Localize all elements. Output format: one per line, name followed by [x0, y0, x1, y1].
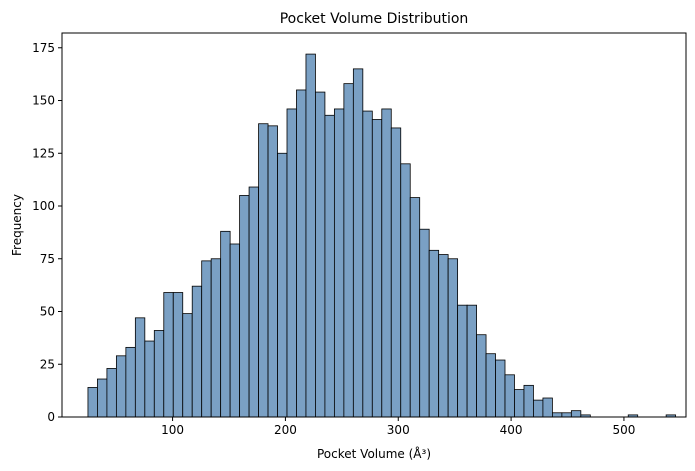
bars-group [87, 53, 677, 418]
y-axis-ticks: 0 25 50 75 100 125 150 175 [32, 41, 62, 424]
histogram-bar [296, 89, 307, 418]
histogram-bar [87, 387, 98, 418]
histogram-bar [267, 125, 278, 418]
y-tick-label: 0 [47, 410, 55, 424]
histogram-bar [371, 119, 383, 418]
histogram-bar [220, 230, 231, 418]
histogram-bar [229, 243, 241, 418]
histogram-bar [438, 254, 449, 418]
x-tick-label: 100 [161, 423, 184, 437]
histogram-bar [514, 389, 525, 418]
histogram-bar [97, 378, 108, 418]
histogram-bar [277, 152, 288, 418]
histogram-bar [428, 249, 440, 418]
histogram-bar [561, 412, 572, 418]
histogram-bar [286, 108, 297, 418]
histogram-bar [447, 258, 459, 418]
chart-title: Pocket Volume Distribution [280, 11, 469, 27]
histogram-bar [542, 397, 553, 418]
histogram-bar [523, 384, 534, 418]
histogram-bar [153, 330, 165, 418]
histogram-bar [182, 313, 193, 418]
histogram-bar [134, 317, 146, 418]
histogram-bar [115, 355, 127, 418]
histogram-bar [419, 228, 430, 418]
histogram-bar [324, 114, 335, 418]
histogram-bar [533, 399, 544, 418]
histogram-bar [551, 412, 563, 418]
y-tick-label: 25 [40, 357, 55, 371]
y-tick-label: 125 [32, 146, 55, 160]
x-axis-label: Pocket Volume (Å³) [317, 446, 431, 461]
y-tick-label: 75 [40, 252, 55, 266]
histogram-bar [106, 368, 117, 418]
x-tick-label: 500 [612, 423, 635, 437]
histogram-bar [504, 374, 515, 418]
histogram-bar [570, 410, 582, 418]
histogram-bar [125, 346, 136, 418]
histogram-bar [485, 353, 496, 418]
histogram-bar [144, 340, 155, 418]
histogram-bar [362, 110, 373, 418]
histogram-bar [305, 53, 316, 418]
histogram-bar [248, 186, 259, 418]
histogram-bar [201, 260, 212, 418]
histogram-bar [172, 292, 184, 418]
histogram-bar [476, 334, 487, 418]
histogram-bar [191, 285, 203, 418]
histogram-bar [333, 108, 345, 418]
y-tick-label: 100 [32, 199, 55, 213]
histogram-bar [457, 304, 468, 418]
histogram-bar [381, 108, 392, 418]
y-tick-label: 175 [32, 41, 55, 55]
x-tick-label: 400 [500, 423, 523, 437]
x-tick-label: 300 [387, 423, 410, 437]
histogram-bar [315, 91, 326, 418]
y-tick-label: 50 [40, 305, 55, 319]
y-axis-label: Frequency [10, 194, 24, 256]
histogram-bar [390, 127, 402, 418]
plot-frame [61, 32, 687, 418]
x-tick-label: 200 [274, 423, 297, 437]
histogram-bar [400, 163, 411, 418]
histogram-bar [352, 68, 364, 418]
histogram-bar [258, 123, 269, 418]
histogram-bar [239, 195, 250, 418]
histogram-bar [466, 304, 477, 418]
histogram-bar [343, 83, 354, 418]
histogram-bar [210, 258, 222, 418]
histogram-bar [495, 359, 506, 418]
x-axis-ticks: 100 200 300 400 500 [161, 417, 635, 437]
histogram-bar [163, 292, 174, 418]
histogram-bar [409, 197, 421, 418]
y-tick-label: 150 [32, 94, 55, 108]
